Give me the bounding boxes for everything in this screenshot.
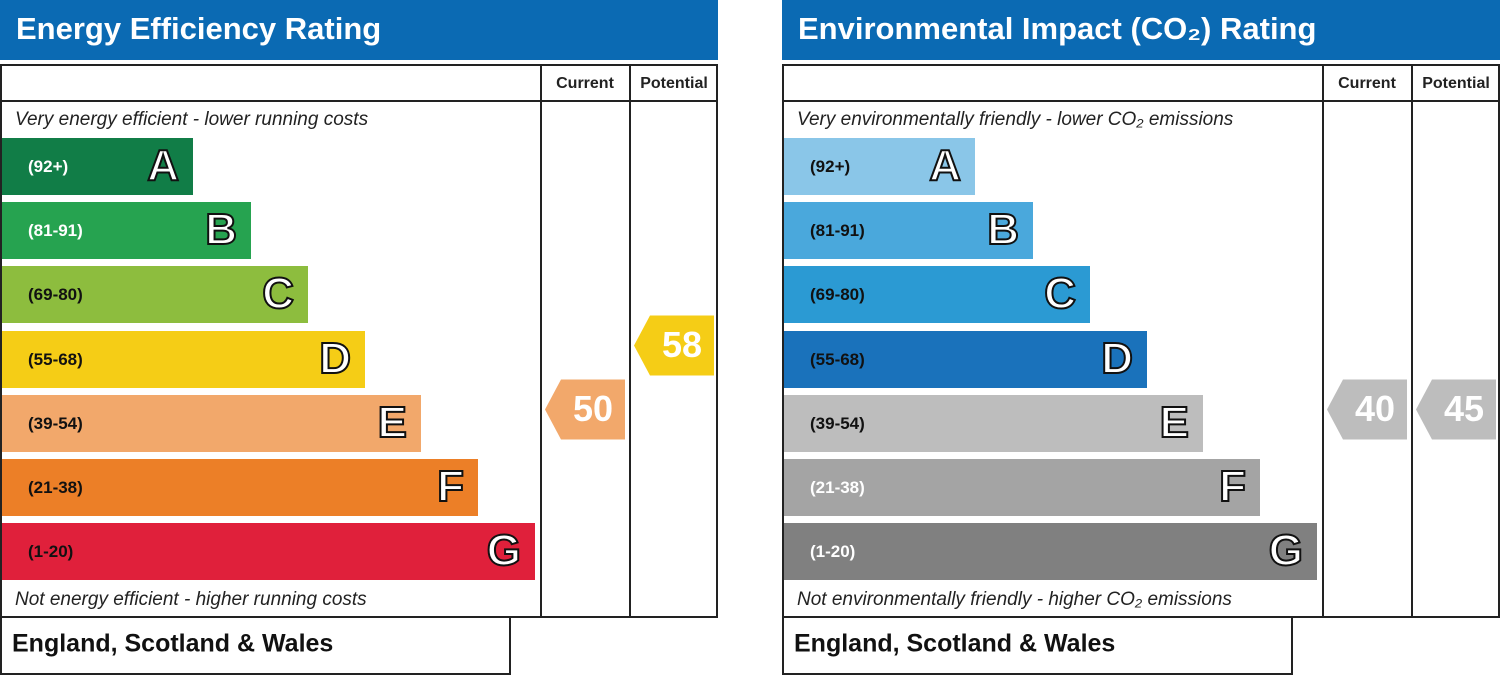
column-header: Current bbox=[556, 75, 614, 92]
rating-arrow bbox=[1416, 379, 1496, 440]
band-range: (1-20) bbox=[28, 542, 73, 561]
title-bar bbox=[782, 0, 1500, 60]
band-letter: D bbox=[319, 334, 351, 383]
rating-value: 50 bbox=[573, 388, 613, 429]
rating-band bbox=[784, 459, 1260, 516]
rating-arrow bbox=[634, 315, 714, 376]
band-letter: G bbox=[1269, 526, 1303, 575]
rating-band bbox=[784, 523, 1317, 580]
rating-band bbox=[2, 138, 193, 195]
footer-frame bbox=[0, 616, 511, 675]
column-header: Potential bbox=[640, 75, 708, 92]
rating-band bbox=[2, 459, 478, 516]
column-header: Current bbox=[1338, 75, 1396, 92]
band-range: (69-80) bbox=[810, 285, 865, 304]
rating-band bbox=[2, 523, 535, 580]
rating-band bbox=[2, 266, 308, 323]
band-letter: F bbox=[1219, 462, 1246, 511]
rating-band bbox=[784, 331, 1147, 388]
band-range: (39-54) bbox=[28, 414, 83, 433]
title-bar bbox=[0, 0, 718, 60]
panel-title: Energy Efficiency Rating bbox=[16, 11, 381, 46]
footer-frame bbox=[782, 616, 1293, 675]
band-letter: G bbox=[487, 526, 521, 575]
top-note: Very environmentally friendly - lower CO… bbox=[797, 109, 1234, 130]
bottom-note: Not environmentally friendly - higher CO… bbox=[797, 589, 1232, 610]
band-range: (21-38) bbox=[28, 478, 83, 497]
band-letter: D bbox=[1101, 334, 1133, 383]
rating-band bbox=[784, 395, 1203, 452]
band-range: (69-80) bbox=[28, 285, 83, 304]
band-letter: C bbox=[262, 269, 294, 318]
footer: England, Scotland & Wales bbox=[794, 630, 1115, 658]
band-range: (81-91) bbox=[810, 221, 865, 240]
band-range: (92+) bbox=[28, 157, 68, 176]
band-range: (55-68) bbox=[810, 350, 865, 369]
band-letter: F bbox=[437, 462, 464, 511]
band-letter: A bbox=[147, 141, 179, 190]
bottom-note: Not energy efficient - higher running co… bbox=[15, 589, 367, 610]
band-range: (81-91) bbox=[28, 221, 83, 240]
band-range: (21-38) bbox=[810, 478, 865, 497]
rating-value: 45 bbox=[1444, 388, 1484, 429]
band-letter: C bbox=[1044, 269, 1076, 318]
band-range: (1-20) bbox=[810, 542, 855, 561]
band-range: (39-54) bbox=[810, 414, 865, 433]
band-letter: A bbox=[929, 141, 961, 190]
band-letter: E bbox=[378, 398, 407, 447]
rating-band bbox=[2, 395, 421, 452]
band-letter: B bbox=[205, 205, 237, 254]
band-letter: E bbox=[1160, 398, 1189, 447]
rating-band bbox=[784, 202, 1033, 259]
band-range: (55-68) bbox=[28, 350, 83, 369]
rating-value: 40 bbox=[1355, 388, 1395, 429]
rating-value: 58 bbox=[662, 324, 702, 365]
band-letter: B bbox=[987, 205, 1019, 254]
rating-arrow bbox=[545, 379, 625, 440]
rating-band bbox=[784, 266, 1090, 323]
rating-band bbox=[2, 202, 251, 259]
band-range: (92+) bbox=[810, 157, 850, 176]
rating-band bbox=[784, 138, 975, 195]
column-header: Potential bbox=[1422, 75, 1490, 92]
panel-title: Environmental Impact (CO₂) Rating bbox=[798, 11, 1316, 46]
rating-band bbox=[2, 331, 365, 388]
top-note: Very energy efficient - lower running co… bbox=[15, 109, 369, 130]
rating-arrow bbox=[1327, 379, 1407, 440]
footer: England, Scotland & Wales bbox=[12, 630, 333, 658]
